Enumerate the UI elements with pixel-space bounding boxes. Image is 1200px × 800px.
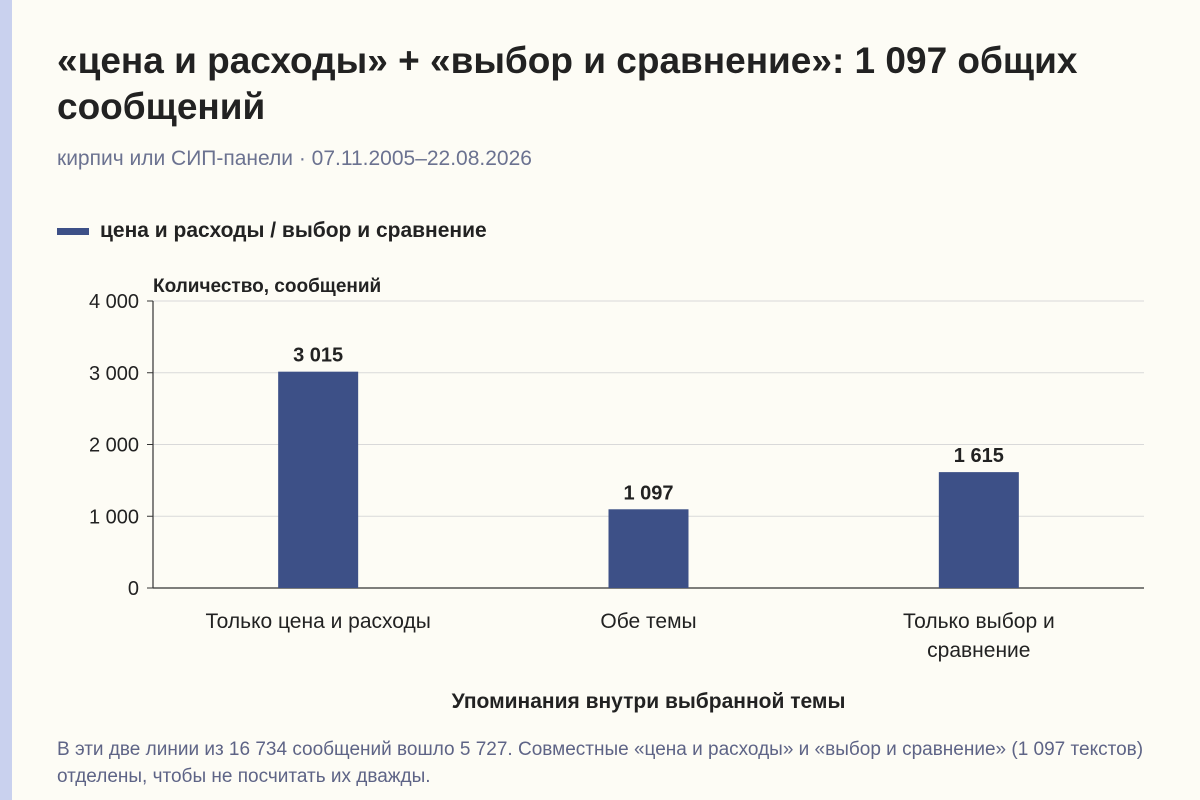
y-tick-label: 0 bbox=[128, 578, 139, 600]
legend-swatch bbox=[57, 227, 89, 235]
bar-value-label: 1 097 bbox=[623, 482, 673, 504]
y-axis-label: Количество, сообщений bbox=[153, 276, 381, 297]
y-tick-label: 4 000 bbox=[89, 291, 139, 313]
left-accent-stripe bbox=[0, 0, 12, 800]
y-tick-label: 1 000 bbox=[89, 506, 139, 528]
x-tick-label: Обе темы bbox=[600, 610, 696, 633]
x-tick-label: Только выбор и bbox=[903, 610, 1055, 633]
page-title: «цена и расходы» + «выбор и сравнение»: … bbox=[57, 40, 1078, 127]
x-tick-label: сравнение bbox=[927, 639, 1030, 662]
chart-caption: В эти две линии из 16 734 сообщений вошл… bbox=[57, 739, 1144, 787]
bar bbox=[608, 509, 689, 588]
chart-legend: цена и расходы / выбор и сравнение bbox=[57, 219, 487, 243]
bar-value-label: 3 015 bbox=[293, 345, 343, 367]
bar bbox=[938, 472, 1019, 588]
bar bbox=[278, 371, 359, 588]
x-axis-label: Упоминания внутри выбранной темы bbox=[452, 690, 846, 713]
page-subtitle: кирпич или СИП-панели · 07.11.2005–22.08… bbox=[57, 147, 532, 170]
x-tick-label: Только цена и расходы bbox=[205, 610, 430, 633]
y-tick-label: 2 000 bbox=[89, 435, 139, 457]
legend-label: цена и расходы / выбор и сравнение bbox=[100, 219, 487, 242]
bar-value-label: 1 615 bbox=[954, 445, 1004, 467]
y-tick-label: 3 000 bbox=[89, 363, 139, 385]
